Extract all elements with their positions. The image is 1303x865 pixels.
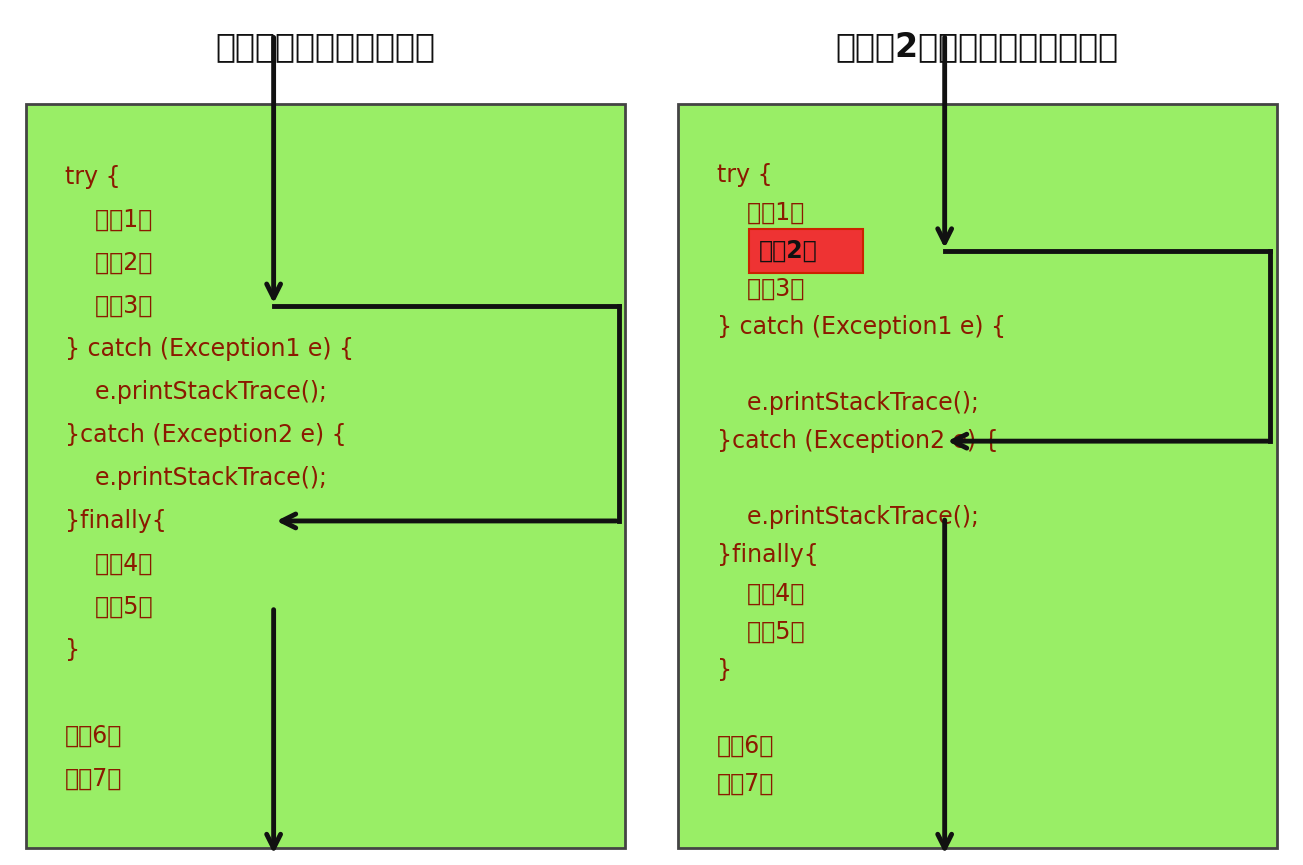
Text: e.printStackTrace();: e.printStackTrace();	[717, 391, 979, 415]
Text: 语句4；: 语句4；	[65, 552, 152, 576]
Text: }catch (Exception2 e) {: }catch (Exception2 e) {	[65, 423, 347, 447]
Text: e.printStackTrace();: e.printStackTrace();	[717, 505, 979, 529]
Text: 若语句2有异常，代码执行顺序: 若语句2有异常，代码执行顺序	[835, 30, 1119, 63]
Text: 语句6；: 语句6；	[65, 724, 122, 748]
Text: 语句7；: 语句7；	[717, 772, 774, 796]
Text: 语句2；: 语句2；	[758, 239, 818, 263]
Text: 语句5；: 语句5；	[65, 595, 152, 618]
FancyBboxPatch shape	[678, 104, 1277, 848]
Text: 语句4；: 语句4；	[717, 581, 804, 606]
FancyBboxPatch shape	[749, 229, 863, 272]
Text: 语句1；: 语句1；	[65, 208, 152, 232]
Text: 语句2；: 语句2；	[65, 251, 152, 275]
Text: 语句1；: 语句1；	[717, 201, 804, 225]
Text: try {: try {	[65, 165, 121, 189]
Text: 语句6；: 语句6；	[717, 734, 774, 758]
Text: 语句3；: 语句3；	[717, 277, 804, 301]
Text: }finally{: }finally{	[717, 543, 818, 567]
Text: 若无异常，代码执行顺序: 若无异常，代码执行顺序	[216, 30, 435, 63]
Text: }: }	[717, 657, 732, 682]
Text: e.printStackTrace();: e.printStackTrace();	[65, 466, 327, 490]
Text: }finally{: }finally{	[65, 509, 167, 533]
Text: try {: try {	[717, 163, 773, 187]
FancyBboxPatch shape	[26, 104, 625, 848]
Text: 语句5；: 语句5；	[717, 619, 804, 644]
Text: }: }	[65, 638, 81, 662]
Text: 语句7；: 语句7；	[65, 766, 122, 791]
Text: 语句3；: 语句3；	[65, 294, 152, 318]
Text: e.printStackTrace();: e.printStackTrace();	[65, 380, 327, 404]
Text: }catch (Exception2 e) {: }catch (Exception2 e) {	[717, 429, 998, 453]
Text: } catch (Exception1 e) {: } catch (Exception1 e) {	[717, 315, 1006, 339]
Text: } catch (Exception1 e) {: } catch (Exception1 e) {	[65, 337, 354, 361]
